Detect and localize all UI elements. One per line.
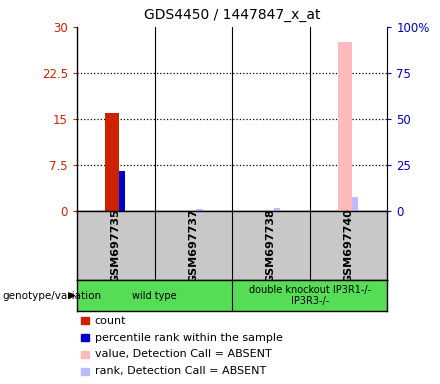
Text: GSM697740: GSM697740 [344,209,353,283]
Text: wild type: wild type [132,291,177,301]
Bar [119,171,125,211]
Text: GSM697735: GSM697735 [111,209,121,283]
Text: genotype/variation: genotype/variation [2,291,101,301]
Bar [337,42,352,211]
Bar [274,209,280,211]
Text: count: count [95,316,126,326]
Bar [105,113,119,211]
Bar [196,209,203,211]
Text: GSM697738: GSM697738 [266,209,276,283]
Text: rank, Detection Call = ABSENT: rank, Detection Call = ABSENT [95,366,266,376]
Title: GDS4450 / 1447847_x_at: GDS4450 / 1447847_x_at [144,8,320,22]
Bar [352,197,358,211]
Text: double knockout IP3R1-/-
IP3R3-/-: double knockout IP3R1-/- IP3R3-/- [249,285,371,306]
Text: GSM697737: GSM697737 [188,209,198,283]
Text: value, Detection Call = ABSENT: value, Detection Call = ABSENT [95,349,271,359]
Text: percentile rank within the sample: percentile rank within the sample [95,333,282,343]
